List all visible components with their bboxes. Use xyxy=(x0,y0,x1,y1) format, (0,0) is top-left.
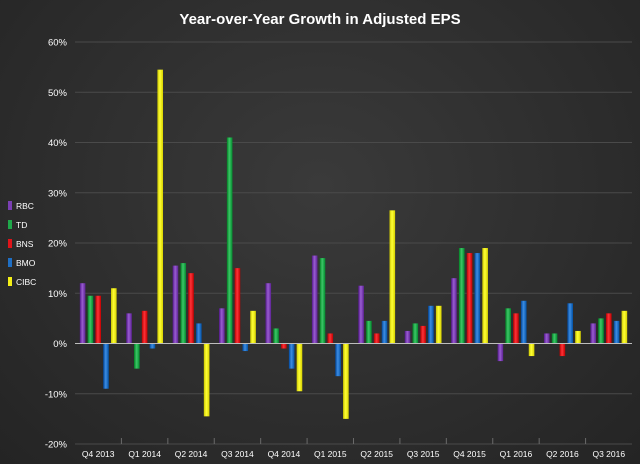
bar-bns-q4-2013 xyxy=(95,295,102,344)
bar-bns-q4-2015 xyxy=(466,253,473,344)
legend-swatch-td xyxy=(8,220,12,229)
bar-rbc-q4-2013 xyxy=(79,283,86,344)
bar-cibc-q1-2015 xyxy=(343,343,349,419)
y-tick-label: 50% xyxy=(48,88,68,99)
bar-rbc-q4-2014 xyxy=(265,283,272,344)
bar-cibc-q1-2014 xyxy=(157,69,164,344)
y-tick-label: 10% xyxy=(48,289,68,300)
bar-bmo-q4-2013 xyxy=(103,343,109,389)
bar-bmo-q2-2015 xyxy=(381,320,388,344)
y-tick-label: 30% xyxy=(48,188,68,199)
bar-cibc-q4-2014 xyxy=(296,343,303,392)
bar-bmo-q4-2014 xyxy=(288,343,295,369)
bar-cibc-q2-2016 xyxy=(575,330,581,344)
legend-swatch-rbc xyxy=(8,201,12,210)
legend-label-rbc: RBC xyxy=(16,201,34,211)
legend-swatch-cibc xyxy=(8,277,12,286)
bar-td-q2-2016 xyxy=(551,333,558,344)
x-tick-label: Q3 2015 xyxy=(407,449,440,459)
bar-td-q1-2016 xyxy=(505,308,511,344)
bar-rbc-q3-2014 xyxy=(219,308,225,344)
bar-cibc-q4-2015 xyxy=(482,248,488,344)
bar-td-q3-2015 xyxy=(412,323,419,344)
bar-bns-q1-2016 xyxy=(513,313,519,344)
bar-rbc-q4-2015 xyxy=(451,278,457,344)
y-tick-label: 20% xyxy=(48,239,68,250)
bar-rbc-q2-2016 xyxy=(543,333,550,344)
x-tick-label: Q4 2013 xyxy=(82,449,115,459)
bar-bmo-q4-2015 xyxy=(474,253,481,344)
bar-rbc-q3-2015 xyxy=(404,330,411,344)
y-tick-label: -10% xyxy=(45,389,68,400)
legend-swatch-bmo xyxy=(8,258,12,267)
bar-td-q4-2014 xyxy=(273,328,279,344)
bar-cibc-q1-2016 xyxy=(528,343,535,357)
y-tick-label: 60% xyxy=(48,38,68,49)
bar-td-q3-2014 xyxy=(226,137,233,344)
x-tick-label: Q4 2015 xyxy=(453,449,486,459)
bar-td-q4-2015 xyxy=(458,248,465,344)
bar-rbc-q1-2014 xyxy=(126,313,132,344)
x-tick-label: Q2 2015 xyxy=(360,449,393,459)
category-separators xyxy=(120,438,587,444)
bar-cibc-q3-2016 xyxy=(621,310,628,344)
legend-label-td: TD xyxy=(16,220,27,230)
x-tick-label: Q1 2016 xyxy=(500,449,533,459)
bar-bns-q3-2015 xyxy=(420,325,426,344)
bar-rbc-q2-2014 xyxy=(172,265,179,344)
bar-bns-q4-2014 xyxy=(281,343,287,349)
legend-swatch-bns xyxy=(8,239,12,248)
legend-label-bns: BNS xyxy=(16,239,34,249)
grid-layer xyxy=(75,41,632,445)
y-tick-label: 40% xyxy=(48,138,68,149)
bars-layer xyxy=(79,69,628,419)
legend: RBC TD BNS BMO CIBC xyxy=(8,201,36,287)
bar-cibc-q2-2014 xyxy=(203,343,210,417)
x-tick-label: Q2 2014 xyxy=(175,449,208,459)
bar-td-q3-2016 xyxy=(598,318,604,344)
bar-bmo-q1-2015 xyxy=(335,343,341,377)
bar-cibc-q4-2013 xyxy=(111,288,117,344)
bar-bmo-q1-2016 xyxy=(520,300,527,344)
bar-bmo-q1-2014 xyxy=(149,343,156,349)
x-tick-label: Q1 2015 xyxy=(314,449,347,459)
bar-bmo-q3-2015 xyxy=(428,305,434,344)
bar-td-q2-2014 xyxy=(180,263,187,344)
bar-rbc-q1-2016 xyxy=(497,343,504,362)
bar-td-q4-2013 xyxy=(87,295,94,344)
bar-bns-q3-2016 xyxy=(605,313,612,344)
bar-bns-q3-2014 xyxy=(234,268,241,344)
x-tick-label: Q1 2014 xyxy=(128,449,161,459)
x-tick-label: Q4 2014 xyxy=(268,449,301,459)
bar-td-q2-2015 xyxy=(366,320,372,344)
bar-bns-q2-2015 xyxy=(373,333,380,344)
bar-bmo-q3-2016 xyxy=(613,320,620,344)
bar-bns-q2-2016 xyxy=(559,343,566,357)
chart-title: Year-over-Year Growth in Adjusted EPS xyxy=(179,11,460,28)
bar-bmo-q2-2016 xyxy=(567,303,573,344)
x-tick-label: Q3 2014 xyxy=(221,449,254,459)
bar-bns-q1-2015 xyxy=(327,333,334,344)
bar-cibc-q2-2015 xyxy=(389,210,396,344)
x-tick-label: Q2 2016 xyxy=(546,449,579,459)
bar-cibc-q3-2014 xyxy=(250,310,256,344)
bar-cibc-q3-2015 xyxy=(435,305,442,344)
bar-bmo-q2-2014 xyxy=(196,323,202,344)
bar-rbc-q3-2016 xyxy=(590,323,596,344)
bar-bns-q2-2014 xyxy=(188,273,194,344)
y-tick-label: -20% xyxy=(45,440,68,451)
x-tick-label: Q3 2016 xyxy=(592,449,625,459)
bar-td-q1-2014 xyxy=(134,343,140,369)
bar-bns-q1-2014 xyxy=(141,310,148,344)
legend-label-bmo: BMO xyxy=(16,258,36,268)
bar-bmo-q3-2014 xyxy=(242,343,249,352)
bar-rbc-q2-2015 xyxy=(358,285,364,344)
y-tick-label: 0% xyxy=(53,339,67,350)
bar-td-q1-2015 xyxy=(319,258,326,344)
legend-label-cibc: CIBC xyxy=(16,277,36,287)
axis-layer: -20% -10% 0% 10% 20% 30% 40% 50% 60% Q4 2013 Q1 20… xyxy=(45,38,632,459)
bar-rbc-q1-2015 xyxy=(311,255,318,344)
